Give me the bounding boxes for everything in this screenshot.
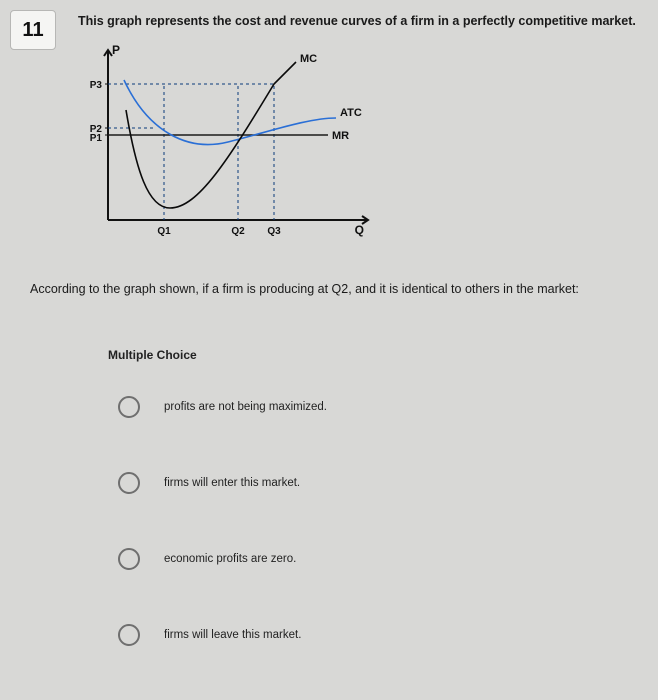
- options-list: profits are not being maximized. firms w…: [118, 396, 638, 700]
- radio-icon: [118, 548, 140, 570]
- option-a[interactable]: profits are not being maximized.: [118, 396, 638, 418]
- svg-text:Q3: Q3: [267, 226, 281, 237]
- option-label: economic profits are zero.: [164, 553, 296, 565]
- svg-text:P: P: [112, 43, 120, 57]
- svg-text:P1: P1: [90, 133, 103, 144]
- option-label: profits are not being maximized.: [164, 401, 327, 413]
- option-c[interactable]: economic profits are zero.: [118, 548, 638, 570]
- svg-text:Q2: Q2: [231, 226, 245, 237]
- svg-text:Q1: Q1: [157, 226, 171, 237]
- svg-text:MC: MC: [300, 53, 317, 65]
- question-followup: According to the graph shown, if a firm …: [30, 282, 638, 296]
- question-intro: This graph represents the cost and reven…: [78, 14, 638, 28]
- cost-revenue-chart: PQP3P2P1Q1Q2Q3MCATCMR: [78, 40, 398, 250]
- svg-text:P3: P3: [90, 80, 103, 91]
- radio-icon: [118, 472, 140, 494]
- multiple-choice-heading: Multiple Choice: [108, 348, 197, 362]
- question-number-badge: 11: [10, 10, 56, 50]
- option-label: firms will enter this market.: [164, 477, 300, 489]
- option-b[interactable]: firms will enter this market.: [118, 472, 638, 494]
- svg-text:ATC: ATC: [340, 107, 362, 119]
- svg-text:Q: Q: [355, 223, 364, 237]
- svg-text:MR: MR: [332, 130, 349, 142]
- option-label: firms will leave this market.: [164, 629, 301, 641]
- option-d[interactable]: firms will leave this market.: [118, 624, 638, 646]
- radio-icon: [118, 396, 140, 418]
- radio-icon: [118, 624, 140, 646]
